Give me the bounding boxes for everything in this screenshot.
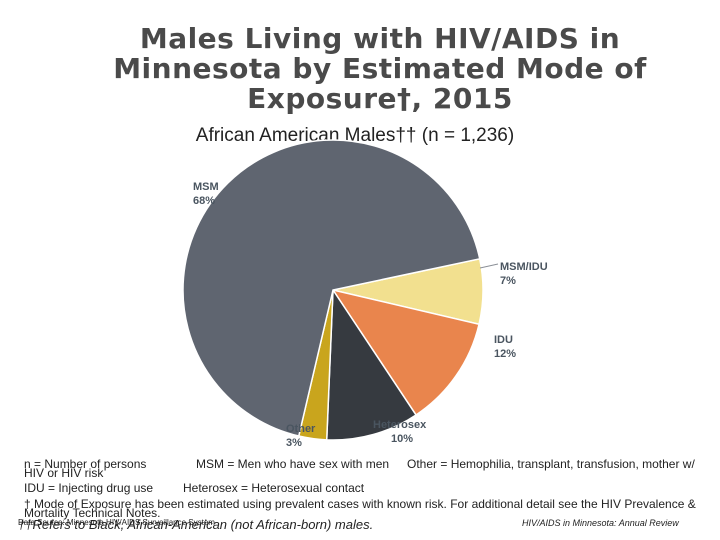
note-msm-definition: MSM = Men who have sex with men bbox=[196, 457, 390, 471]
slice-heterosex bbox=[325, 287, 418, 441]
note-dagger: † Mode of Exposure has been estimated us… bbox=[24, 497, 696, 511]
pie-slices bbox=[182, 139, 484, 441]
chart-subtitle: African American Males†† (n = 1,236) bbox=[195, 125, 515, 146]
note-other-definition-cont: HIV or HIV risk bbox=[24, 466, 104, 480]
pie-labels: MSM/IDU 7% IDU 12% Heterosex 10% Other 3% MSM 68% bbox=[193, 181, 548, 449]
note-other-definition: Other = Hemophilia, transplant, transfus… bbox=[407, 457, 695, 471]
note-heterosex-definition: Heterosex = Heterosexual contact bbox=[183, 481, 365, 495]
note-idu-definition: IDU = Injecting drug use bbox=[24, 481, 154, 495]
slice-value-idu: 12% bbox=[494, 348, 516, 360]
slice-label-msm-idu: MSM/IDU bbox=[500, 261, 548, 273]
page-title: Males Living with HIV/AIDS in Minnesota … bbox=[113, 22, 647, 115]
note-dagger-cont: Mortality Technical Notes. bbox=[24, 506, 161, 520]
slice-value-heterosex: 10% bbox=[391, 433, 413, 445]
slice-label-heterosex: Heterosex bbox=[373, 419, 427, 431]
slice-value-msm: 68% bbox=[193, 195, 215, 207]
slice-idu bbox=[331, 288, 480, 416]
slice-label-msm: MSM bbox=[193, 181, 219, 193]
note-double-dagger: ††Refers to Black, African-American (not… bbox=[18, 517, 374, 532]
leader-line-msm-idu bbox=[479, 263, 499, 269]
slice-value-other: 3% bbox=[286, 437, 302, 449]
note-n-definition: n = Number of persons bbox=[24, 457, 147, 471]
slice-label-other: Other bbox=[286, 423, 316, 435]
slice-value-msm-idu: 7% bbox=[500, 275, 516, 287]
slice-label-idu: IDU bbox=[494, 334, 513, 346]
slice-msm bbox=[182, 139, 481, 437]
report-name: HIV/AIDS in Minnesota: Annual Review bbox=[522, 518, 679, 528]
data-source: Data Source: Minnesota HIV/AIDS Surveill… bbox=[18, 518, 215, 527]
